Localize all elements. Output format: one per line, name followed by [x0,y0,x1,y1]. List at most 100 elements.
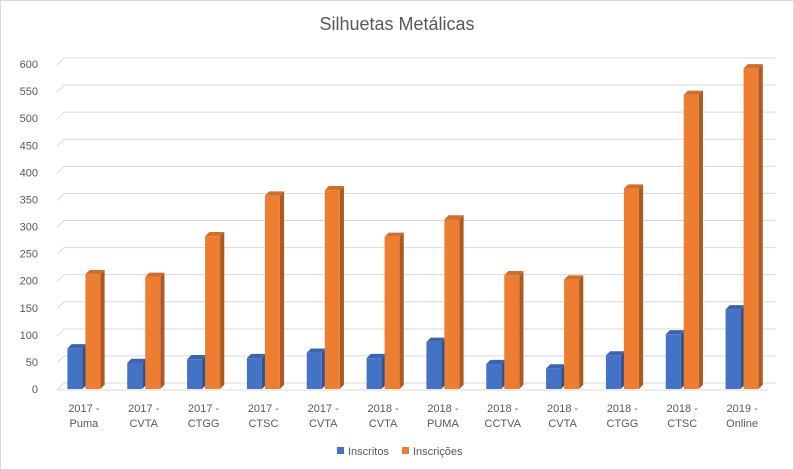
gridline-depth [56,355,65,364]
x-tick-label: CVTA [369,418,398,430]
bar-side [100,269,105,389]
gridline-depth [56,301,65,310]
y-tick-label: 250 [20,249,38,261]
y-tick-label: 0 [32,384,38,396]
bar-top [67,344,87,349]
x-tick-label: 2017 - [248,403,280,415]
bar-top [683,90,703,95]
y-tick-label: 100 [20,330,38,342]
bar-front [145,276,161,389]
gridline-depth [56,57,65,66]
bar-top [426,337,446,342]
gridline-depth [56,165,65,174]
bar-top [564,275,584,280]
bar-inscritos [605,351,626,389]
legend-label: Inscrições [413,446,463,458]
bar-top [444,215,464,220]
y-axis: 0 50 100 150 200 250 300 350 400 450 500 550 600 [20,59,38,396]
bar-top [187,355,207,360]
x-tick-label: 2017 - [188,403,220,415]
bar-front [127,363,143,389]
legend-label: Inscritos [348,446,389,458]
bar-inscricoes [384,232,404,389]
bar-front [504,275,520,389]
gridlines [56,57,775,391]
x-tick-label: 2018 - [547,403,579,415]
bar-front [205,236,221,389]
y-tick-label: 400 [20,167,38,179]
bar-top [546,364,566,369]
bar-top [743,64,763,69]
y-tick-label: 600 [20,59,38,71]
y-tick-label: 350 [20,194,38,206]
gridline-depth [56,247,65,255]
bar-top [264,191,285,196]
x-tick-label: Online [726,418,758,430]
bar-inscricoes [623,184,644,389]
bar-front [605,355,621,389]
x-tick-label: CCTVA [485,418,522,430]
y-tick-label: 200 [20,276,38,288]
gridline-depth [56,274,65,283]
bar-front [743,68,759,389]
bar-front [306,352,322,389]
bar-front [665,334,681,389]
bar-top [145,272,165,277]
x-tick-label: CTGG [188,418,220,430]
bar-side [638,184,644,389]
bar-side [698,90,703,390]
x-tick-label: 2018 - [427,403,459,415]
bar-side [160,272,165,389]
gridline-depth [56,220,65,228]
bar-inscritos [127,358,147,389]
x-tick-label: 2017 - [128,403,160,415]
bar-front [264,195,280,389]
y-tick-label: 150 [20,303,38,315]
bar-inscritos [665,330,685,389]
bar-inscricoes [564,275,584,389]
bar-front [564,279,580,389]
bar-inscricoes [683,90,703,390]
x-tick-label: CTSC [667,418,697,430]
bars [67,64,763,390]
y-tick-label: 500 [20,113,38,125]
x-tick-label: 2017 - [68,403,100,415]
bar-side [220,232,225,389]
bar-front [187,359,203,389]
bar-front [486,364,502,389]
bar-inscritos [366,353,386,389]
y-tick-label: 450 [20,140,38,152]
bar-top [665,330,685,335]
x-axis: 2017 - Puma 2017 - CVTA 2017 - CTGG 2017 - CTSC… [68,403,758,430]
x-tick-label: 2018 - [607,403,639,415]
bar-top [504,271,524,276]
bar-front [85,274,101,389]
gridline-depth [56,111,65,120]
bar-top [605,351,626,356]
bar-front [725,309,741,389]
bar-inscritos [426,337,446,389]
bar-inscricoes [145,272,165,389]
x-tick-label: 2018 - [487,403,519,415]
gridline-depth [56,193,65,201]
bar-inscricoes [85,269,105,389]
y-tick-label: 300 [20,222,38,234]
x-tick-label: CVTA [309,418,338,430]
bar-front [384,236,400,389]
bar-inscricoes [743,64,763,389]
bar-inscritos [306,348,326,389]
legend-swatch [402,447,409,454]
bar-front [683,94,699,389]
y-tick-label: 50 [26,357,38,369]
x-tick-label: 2019 - [726,403,758,415]
bar-top [324,186,344,191]
bar-top [623,184,644,189]
bar-top [246,353,267,359]
bar-top [127,358,147,363]
legend: Inscritos Inscrições [337,446,463,458]
gridline-depth [56,84,65,93]
x-tick-label: CTSC [248,418,278,430]
bar-front [67,348,83,389]
bar-front [324,190,340,389]
